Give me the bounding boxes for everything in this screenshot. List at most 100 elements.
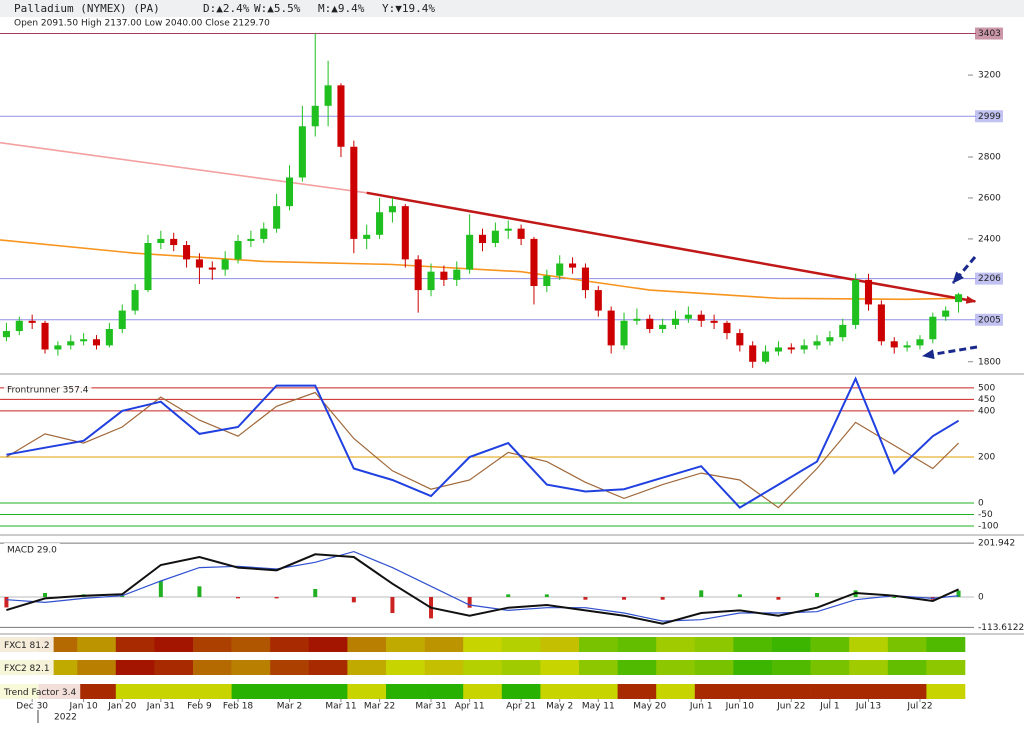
heat-cell <box>270 660 310 675</box>
heat-cell <box>463 637 503 652</box>
candle-body <box>543 275 551 286</box>
candle-body <box>234 240 242 260</box>
candle-body <box>105 329 113 346</box>
y-tick-label: 201.942 <box>978 539 1015 549</box>
heat-label: Trend Factor 3.4 <box>3 688 76 698</box>
candle-body <box>401 206 409 260</box>
candle-body <box>170 238 178 246</box>
candle-body <box>736 333 744 346</box>
histogram-bar <box>43 593 48 598</box>
candle-body <box>311 105 319 127</box>
heat-cell <box>540 637 580 652</box>
histogram-bar <box>197 586 202 598</box>
candle-body <box>671 318 680 325</box>
heat-cell <box>347 660 387 675</box>
x-tick-label: Jul 1 <box>819 702 839 712</box>
candle-body <box>594 290 602 311</box>
y-tick-label: 400 <box>978 406 995 416</box>
indicator-line <box>6 391 960 509</box>
heat-cell <box>656 660 696 675</box>
heat-cell <box>501 660 541 675</box>
x-tick-label: Jan 31 <box>146 702 175 712</box>
x-tick-label: May 2 <box>546 702 573 712</box>
heat-cell <box>694 637 734 652</box>
candle-body <box>491 230 499 243</box>
heat-cell <box>772 684 811 699</box>
x-tick-label: Jul 22 <box>906 702 932 712</box>
y-tick-label: 1800 <box>978 357 1001 367</box>
heat-cell <box>193 660 232 675</box>
y-tick-label: 2800 <box>978 153 1001 163</box>
candle-body <box>350 146 358 239</box>
heat-cell <box>926 684 966 699</box>
panel-title: MACD 29.0 <box>7 546 57 556</box>
heat-cell <box>810 637 850 652</box>
candle-body <box>414 259 422 291</box>
x-tick-label: May 11 <box>582 702 615 712</box>
candle-body <box>813 341 821 346</box>
histogram-bar <box>390 597 395 614</box>
histogram-bar <box>737 594 742 598</box>
candle-body <box>581 267 589 291</box>
x-tick-label: Mar 31 <box>415 702 446 712</box>
candle-body <box>376 212 384 235</box>
histogram-bar <box>467 597 472 608</box>
candle-body <box>916 339 924 346</box>
candle-body <box>285 177 294 207</box>
heat-cell <box>115 684 155 699</box>
candle-body <box>800 345 808 350</box>
heat-cell <box>386 684 425 699</box>
y-tick-label: 200 <box>978 452 995 462</box>
candle-body <box>749 345 757 362</box>
candle-body <box>762 351 770 362</box>
candle-body <box>80 339 88 342</box>
candle-body <box>388 206 396 213</box>
heat-cell <box>810 684 850 699</box>
heat-cell <box>733 660 773 675</box>
histogram-bar <box>622 597 627 600</box>
heat-label-bg <box>0 684 81 699</box>
candle-body <box>260 228 268 239</box>
heat-cell <box>501 684 541 699</box>
heat-cell <box>386 637 425 652</box>
heat-cell <box>733 684 773 699</box>
heat-cell <box>424 684 464 699</box>
instrument-title: Palladium (NYMEX) (PA) <box>14 2 160 15</box>
candle-body <box>877 304 885 342</box>
histogram-bar <box>892 597 897 599</box>
x-tick-label: Dec 30 <box>16 702 48 712</box>
x-tick-label: Jun 22 <box>776 702 805 712</box>
heat-cell <box>463 660 503 675</box>
y-tick-label: -100 <box>978 522 999 532</box>
level-label-box <box>975 272 1003 285</box>
overlay-line <box>366 191 977 304</box>
overlay-line <box>0 239 959 301</box>
indicator-line <box>6 553 960 625</box>
level-label-box <box>975 110 1003 123</box>
x-tick-label: Mar 22 <box>364 702 395 712</box>
heat-cell <box>308 637 348 652</box>
candle-body <box>183 245 191 260</box>
candle-body <box>67 341 75 346</box>
candle-body <box>2 331 10 338</box>
heat-cell <box>347 684 387 699</box>
candle-body <box>247 238 255 241</box>
heat-cell <box>270 637 310 652</box>
candle-body <box>556 263 564 276</box>
heat-label-bg <box>0 660 54 675</box>
candle-body <box>324 85 332 106</box>
histogram-bar <box>236 597 241 599</box>
histogram-bar <box>544 594 549 598</box>
candle-body <box>890 341 898 348</box>
heat-cell <box>193 637 232 652</box>
x-tick-label: Jan 10 <box>69 702 98 712</box>
heat-cell <box>231 684 271 699</box>
histogram-bar <box>4 597 9 608</box>
heat-cell <box>463 684 503 699</box>
heat-cell <box>308 684 348 699</box>
heat-cell <box>926 660 966 675</box>
heat-cell <box>77 684 117 699</box>
candle-body <box>826 337 834 342</box>
heat-cell <box>347 637 387 652</box>
